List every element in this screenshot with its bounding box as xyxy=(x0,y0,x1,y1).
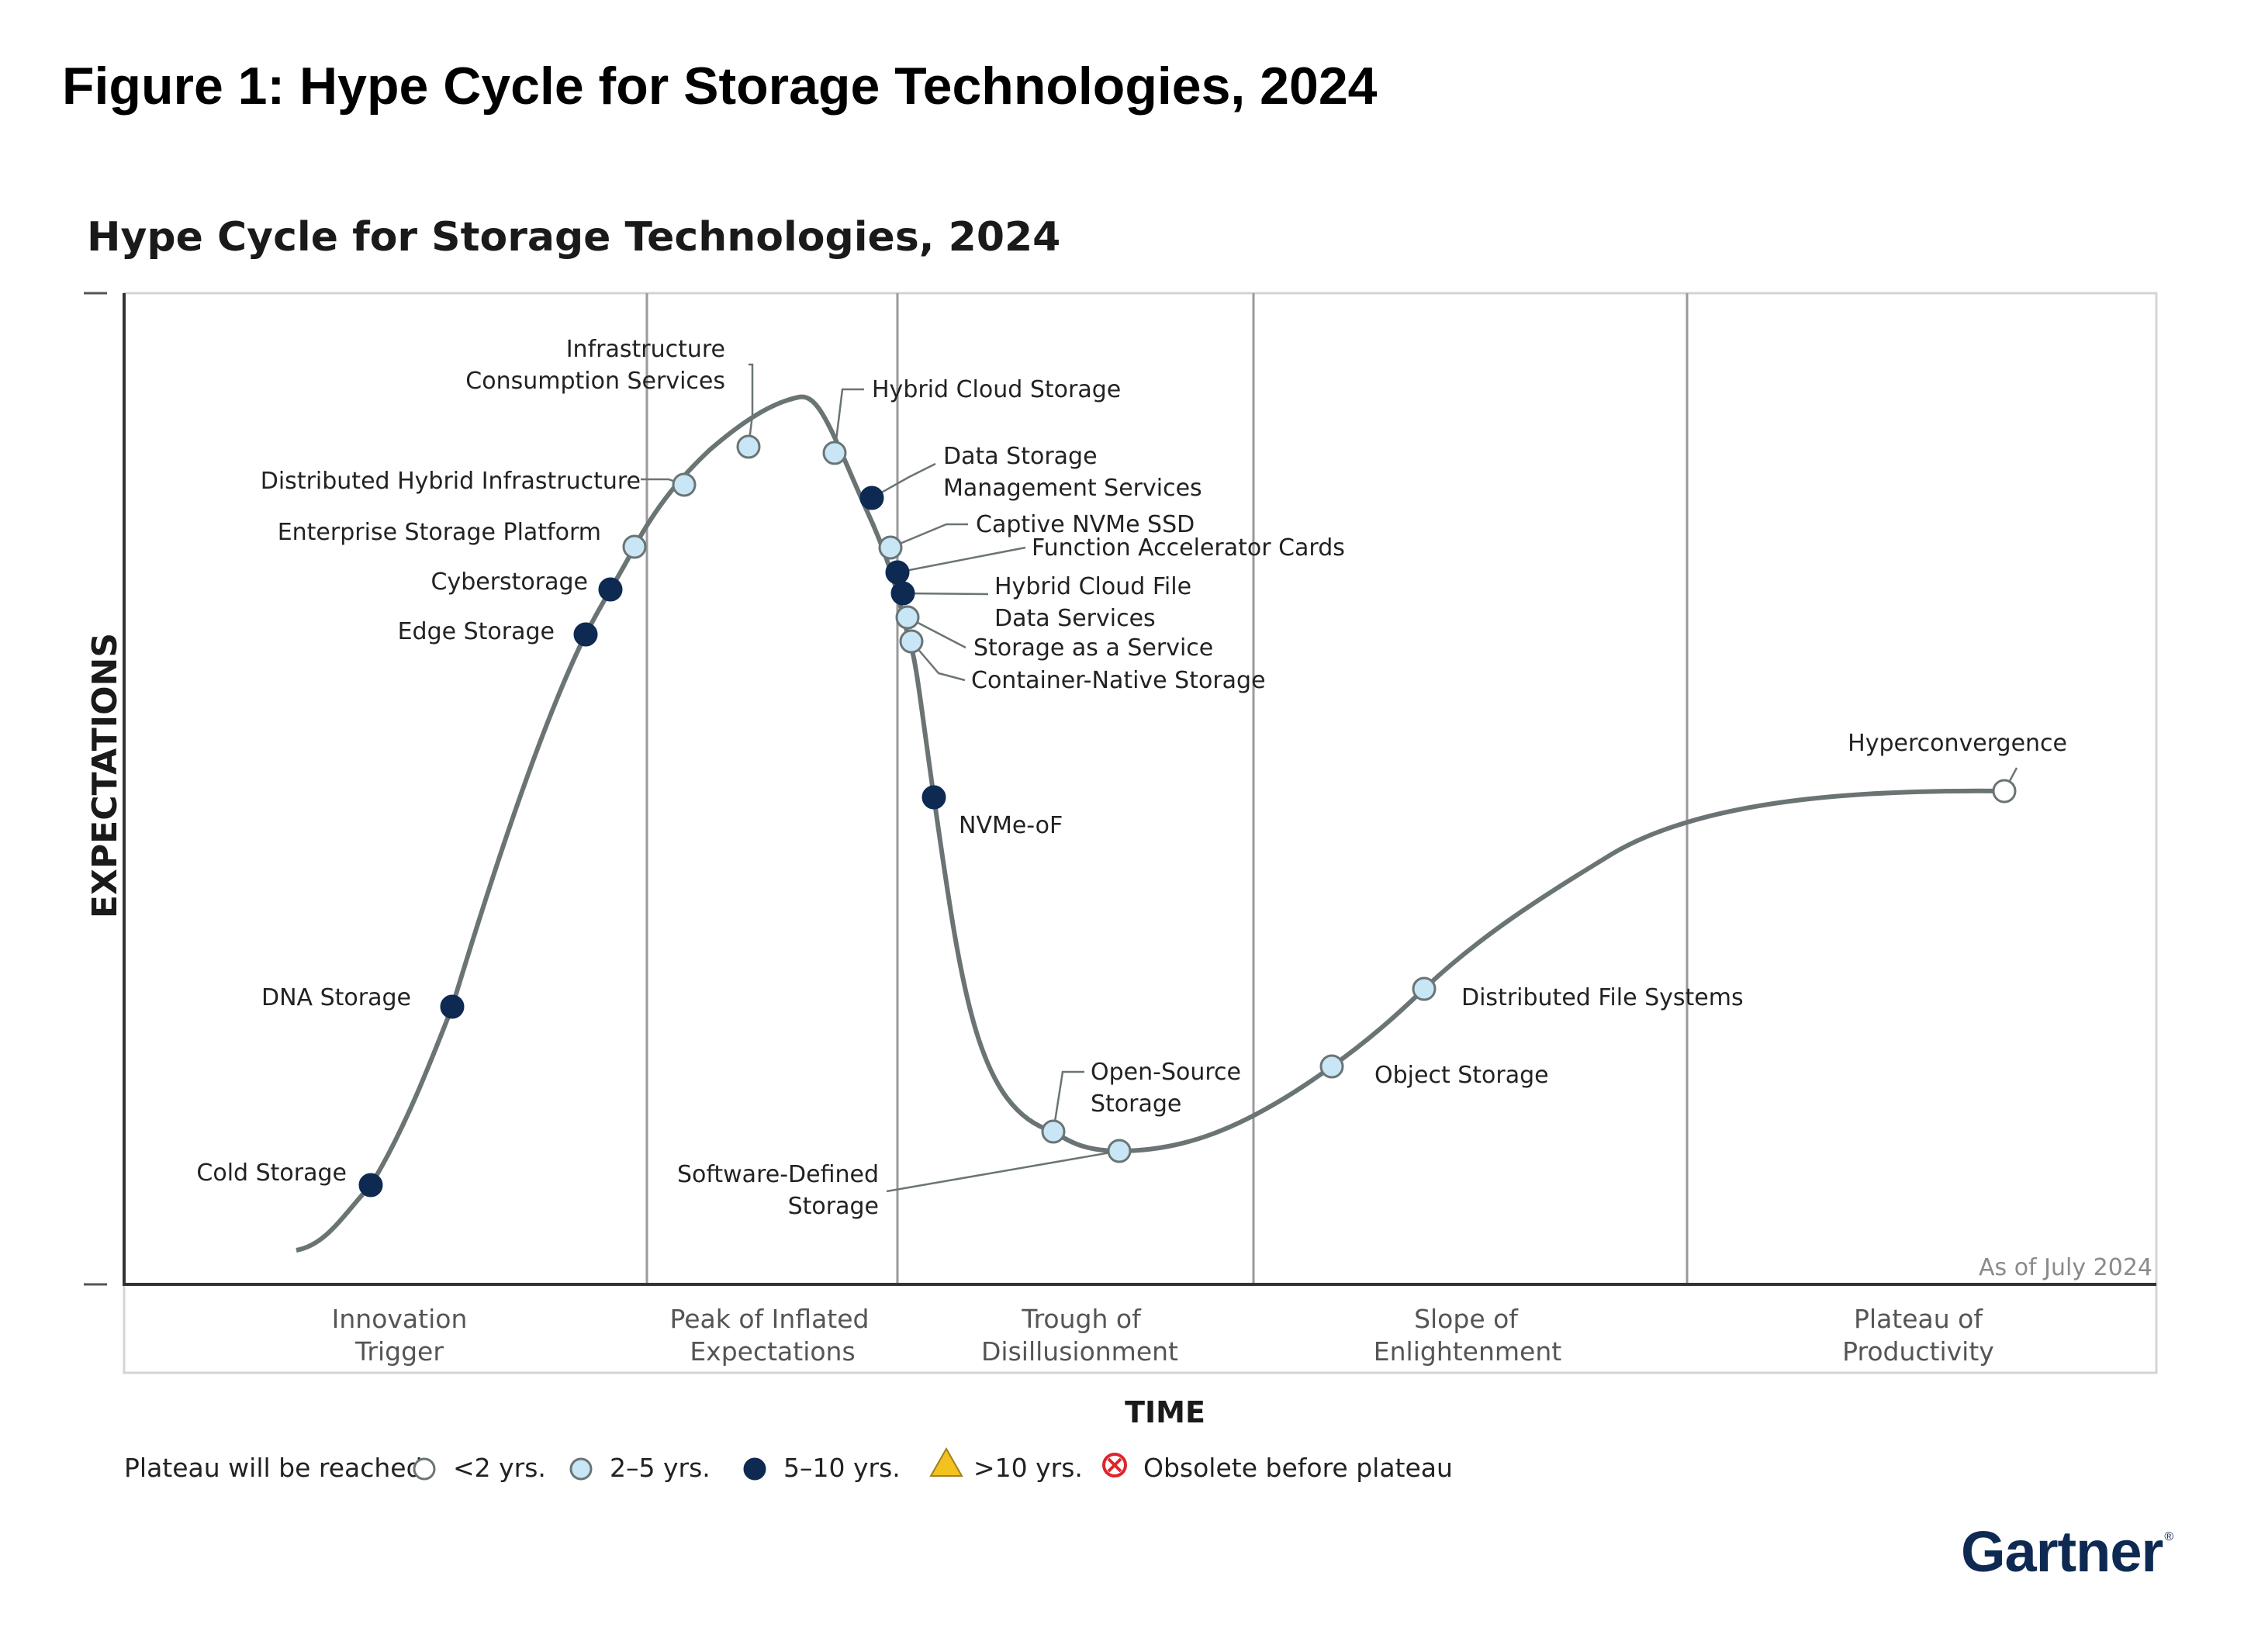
phase-label-line: Productivity xyxy=(1842,1336,1994,1367)
brand-name: Gartner xyxy=(1961,1519,2163,1584)
leader-line-container-native-storage xyxy=(911,641,966,682)
phase-label-line: Enlightenment xyxy=(1374,1336,1561,1367)
leader-line-software-defined-storage xyxy=(886,1149,1120,1193)
label-infrastructure-consumption-services: Infrastructure Consumption Services xyxy=(465,336,725,395)
legend-item-label: <2 yrs. xyxy=(453,1453,546,1483)
plot-frame xyxy=(123,292,2158,1286)
label-distributed-file-systems: Distributed File Systems xyxy=(1461,984,1744,1011)
label-enterprise-storage-platform: Enterprise Storage Platform xyxy=(278,519,601,546)
x-axis-label: TIME xyxy=(1125,1395,1205,1429)
leader-line-hybrid-cloud-storage xyxy=(833,388,864,454)
technology-points xyxy=(358,434,2017,1198)
phase-label-peak: Peak of Inflated Expectations xyxy=(670,1304,870,1367)
leader-lines xyxy=(641,363,2018,1193)
as-of-note: As of July 2024 xyxy=(1979,1254,2152,1281)
leader-line-function-accelerator-cards xyxy=(897,546,1026,574)
phase-label-slope: Slope of Enlightenment xyxy=(1374,1304,1561,1367)
point-object-storage[interactable] xyxy=(1319,1054,1344,1079)
label-storage-as-a-service: Storage as a Service xyxy=(973,634,1213,662)
leader-line-hybrid-cloud-file-data-services xyxy=(902,592,989,596)
y-axis-label: EXPECTATIONS xyxy=(85,633,125,918)
label-hyperconvergence: Hyperconvergence xyxy=(1848,730,2067,757)
point-enterprise-storage-platform[interactable] xyxy=(622,534,647,559)
phase-label-line: Slope of xyxy=(1414,1304,1519,1334)
point-cyberstorage[interactable] xyxy=(598,577,623,602)
label-captive-nvme-ssd: Captive NVMe SSD xyxy=(976,511,1195,538)
gartner-logo: Gartner ® xyxy=(1961,1519,2173,1584)
leader-line-captive-nvme-ssd xyxy=(890,523,968,549)
point-function-accelerator-cards[interactable] xyxy=(885,560,910,585)
label-object-storage: Object Storage xyxy=(1374,1062,1549,1089)
point-infrastructure-consumption-services[interactable] xyxy=(736,434,761,459)
label-data-storage-management-services: Data Storage Management Services xyxy=(943,443,1202,502)
point-data-storage-management-services[interactable] xyxy=(859,486,884,510)
legend-item-label: Obsolete before plateau xyxy=(1143,1453,1453,1483)
label-hybrid-cloud-storage: Hybrid Cloud Storage xyxy=(872,376,1121,403)
phase-label-line: Trigger xyxy=(354,1336,444,1367)
label-distributed-hybrid-infrastructure: Distributed Hybrid Infrastructure xyxy=(261,468,641,495)
point-container-native-storage[interactable] xyxy=(899,629,924,654)
label-nvme-of: NVMe-oF xyxy=(959,812,1063,839)
label-dna-storage: DNA Storage xyxy=(261,984,411,1011)
leader-line-infrastructure-consumption-services xyxy=(747,363,754,448)
phase-label-line: Plateau of xyxy=(1854,1304,1983,1334)
phase-dividers xyxy=(645,293,1689,1371)
point-nvme-of[interactable] xyxy=(921,785,946,810)
phase-label-line: Peak of Inflated xyxy=(670,1304,870,1334)
phase-label-line: Innovation xyxy=(332,1304,468,1334)
label-cyberstorage: Cyberstorage xyxy=(431,569,589,596)
point-captive-nvme-ssd[interactable] xyxy=(878,535,903,560)
phase-label-line: Trough of xyxy=(1021,1304,1142,1334)
point-distributed-hybrid-infrastructure[interactable] xyxy=(672,472,697,497)
legend-marker-5to10 xyxy=(743,1457,766,1481)
figure-title: Figure 1: Hype Cycle for Storage Technol… xyxy=(62,57,1378,116)
point-open-source-storage[interactable] xyxy=(1041,1119,1066,1144)
legend-item-label: 5–10 yrs. xyxy=(783,1453,901,1483)
leader-line-open-source-storage xyxy=(1052,1070,1084,1132)
chart-title: Hype Cycle for Storage Technologies, 202… xyxy=(87,214,1060,261)
point-hybrid-cloud-file-data-services[interactable] xyxy=(890,581,915,606)
point-software-defined-storage[interactable] xyxy=(1107,1139,1132,1163)
point-cold-storage[interactable] xyxy=(358,1173,383,1198)
legend: Plateau will be reached: <2 yrs. 2–5 yrs… xyxy=(124,1446,1453,1483)
point-edge-storage[interactable] xyxy=(573,622,598,647)
point-storage-as-a-service[interactable] xyxy=(895,605,920,630)
legend-marker-obsolete xyxy=(1102,1453,1127,1477)
legend-marker-gt10 xyxy=(929,1446,963,1477)
legend-label: Plateau will be reached: xyxy=(124,1453,431,1483)
legend-marker-2to5 xyxy=(569,1457,593,1481)
phase-label-line: Expectations xyxy=(690,1336,855,1367)
label-container-native-storage: Container-Native Storage xyxy=(971,667,1266,694)
label-open-source-storage: Open-Source Storage xyxy=(1091,1059,1241,1118)
phase-label-line: Disillusionment xyxy=(981,1336,1178,1367)
label-cold-storage: Cold Storage xyxy=(196,1160,347,1187)
phase-label-trough: Trough of Disillusionment xyxy=(981,1304,1178,1367)
legend-marker-lt2 xyxy=(413,1457,436,1481)
label-edge-storage: Edge Storage xyxy=(398,618,555,645)
point-hyperconvergence[interactable] xyxy=(1992,779,2017,804)
phase-label-plateau: Plateau of Productivity xyxy=(1842,1304,1994,1367)
point-dna-storage[interactable] xyxy=(440,994,465,1019)
technology-labels: Cold Storage DNA Storage Edge Storage Cyber… xyxy=(196,336,2067,1220)
label-function-accelerator-cards: Function Accelerator Cards xyxy=(1032,534,1345,562)
leader-line-data-storage-management-services xyxy=(871,462,936,499)
label-hybrid-cloud-file-data-services: Hybrid Cloud File Data Services xyxy=(994,573,1191,632)
point-hybrid-cloud-storage[interactable] xyxy=(822,441,847,465)
phase-label-innovation-trigger: Innovation Trigger xyxy=(332,1304,468,1367)
legend-item-label: 2–5 yrs. xyxy=(610,1453,711,1483)
label-software-defined-storage: Software-Defined Storage xyxy=(677,1161,879,1220)
phase-strip xyxy=(123,1283,2158,1374)
point-distributed-file-systems[interactable] xyxy=(1412,976,1437,1001)
legend-item-label: >10 yrs. xyxy=(973,1453,1083,1483)
